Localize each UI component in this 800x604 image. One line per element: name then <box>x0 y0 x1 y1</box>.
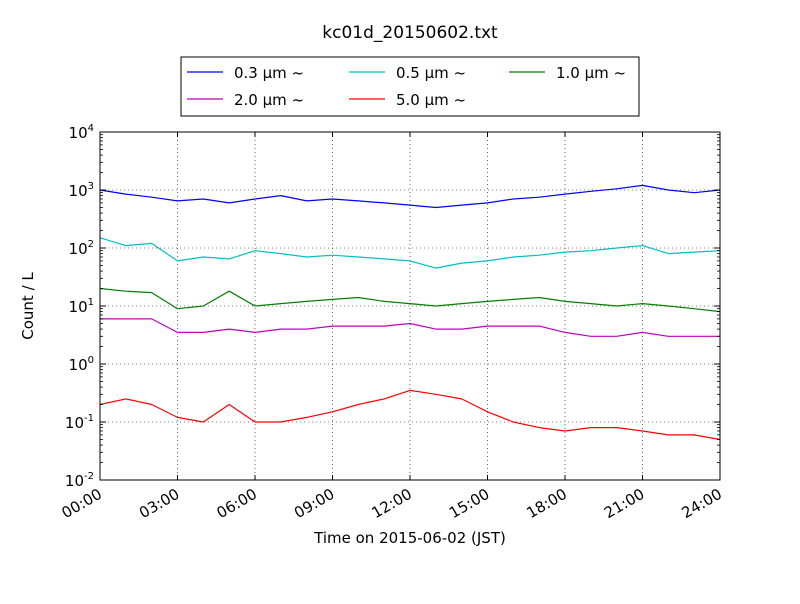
y-tick-label: 104 <box>69 123 94 142</box>
series-line-0 <box>99 184 721 209</box>
series-line-4 <box>99 389 721 441</box>
series-line-1 <box>99 237 721 269</box>
legend-label: 1.0 μm ~ <box>556 64 626 82</box>
chart-title: kc01d_20150602.txt <box>322 23 498 43</box>
y-tick-label: 102 <box>69 239 94 258</box>
legend-box <box>180 56 640 117</box>
y-tick-label: 10-2 <box>65 471 94 490</box>
legend-label: 0.5 μm ~ <box>396 64 466 82</box>
x-axis-label: Time on 2015-06-02 (JST) <box>313 529 506 547</box>
y-tick-label: 10-1 <box>65 413 94 432</box>
y-tick-label: 103 <box>69 181 94 200</box>
series-layer <box>99 184 721 441</box>
legend-label: 0.3 μm ~ <box>234 64 304 82</box>
y-tick-label: 100 <box>69 355 94 374</box>
y-tick-label: 101 <box>69 297 94 316</box>
series-line-3 <box>100 318 720 337</box>
y-tick-labels: 10-2 10-1 100 101 102 103 104 <box>65 123 94 490</box>
legend: 0.3 μm ~ 0.5 μm ~ 1.0 μm ~ 2.0 μm ~ 5.0 μm ~ <box>180 56 640 117</box>
legend-label: 2.0 μm ~ <box>234 91 304 109</box>
legend-label: 5.0 μm ~ <box>396 91 466 109</box>
series-line-2 <box>99 287 721 313</box>
tick-layer <box>99 131 721 481</box>
y-axis-label: Count / L <box>19 272 37 340</box>
